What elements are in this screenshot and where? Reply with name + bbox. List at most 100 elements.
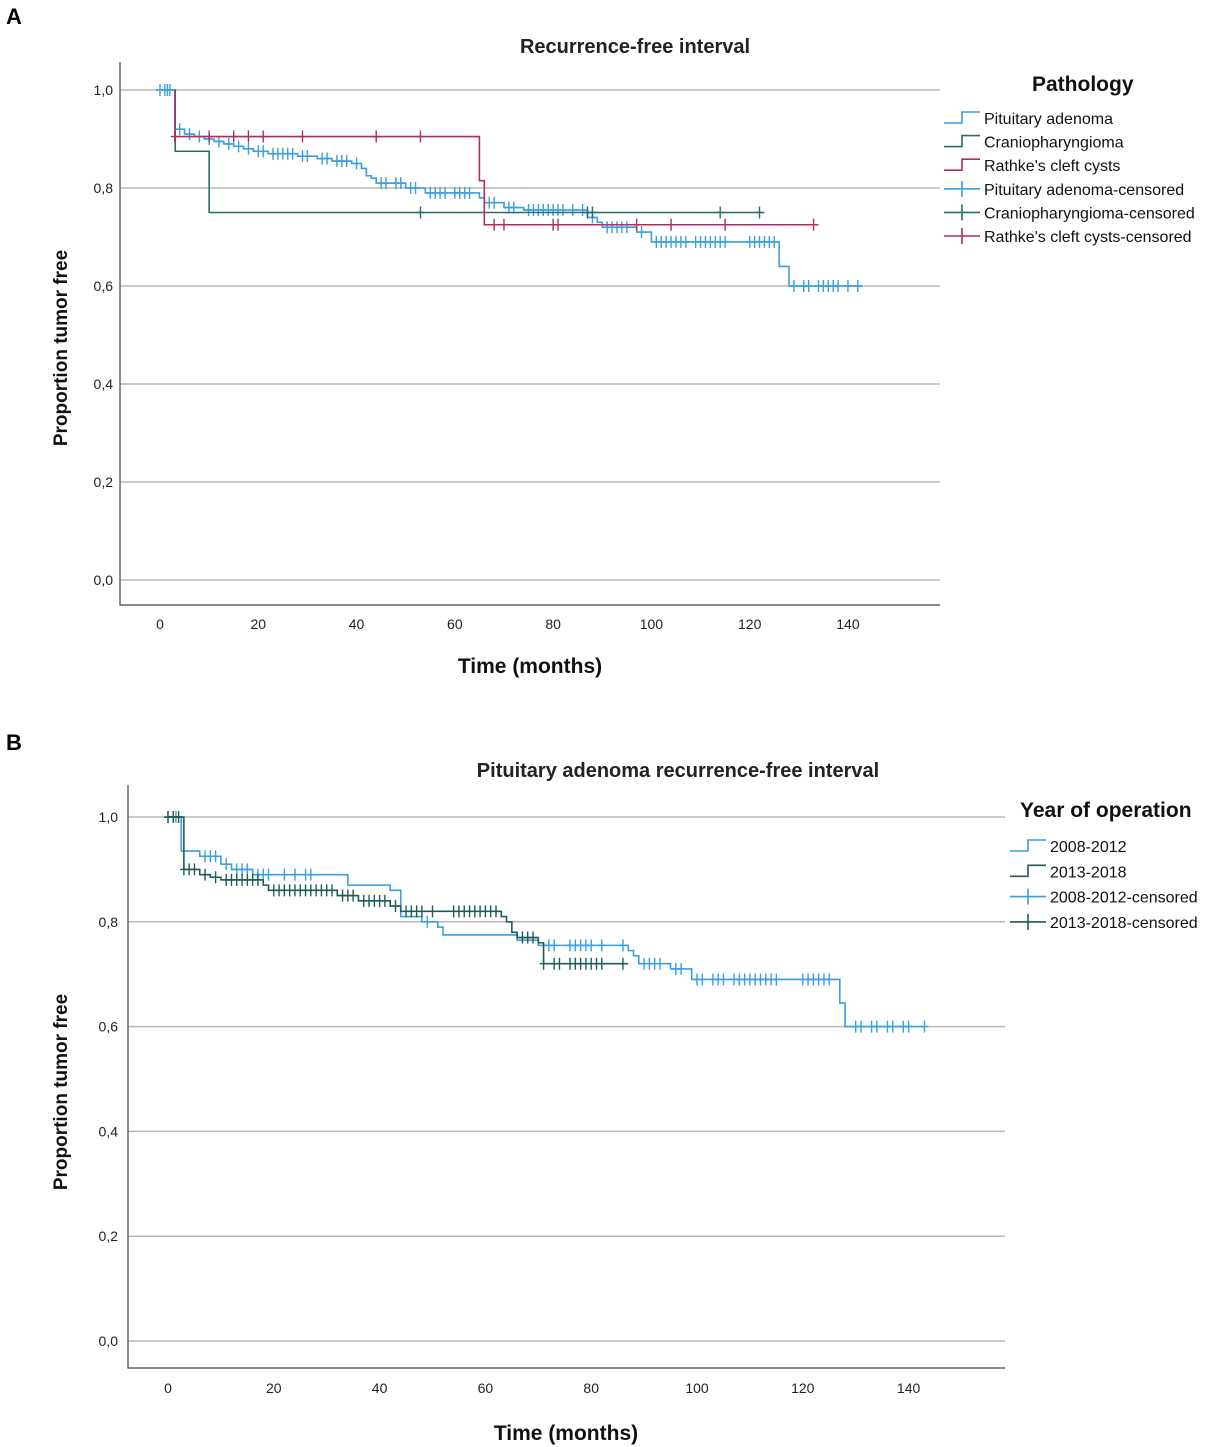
censor-mark <box>243 863 252 876</box>
censor-mark <box>205 130 214 143</box>
censor-mark <box>499 218 508 231</box>
censor-mark <box>825 973 834 986</box>
legend-label: 2008-2012 <box>1050 839 1127 856</box>
y-tick-label: 0,2 <box>94 474 114 490</box>
panel-b-x-label: Time (months) <box>494 1422 638 1445</box>
censor-mark <box>417 905 426 918</box>
censor-mark <box>578 204 587 217</box>
legend-censor-swatch <box>1010 913 1046 930</box>
legend-line-swatch <box>1010 864 1046 878</box>
censor-mark <box>632 218 641 231</box>
censor-mark <box>259 130 268 143</box>
censor-mark <box>834 280 843 292</box>
censor-mark <box>554 218 563 231</box>
x-tick-label: 0 <box>156 616 164 632</box>
x-tick-label: 20 <box>250 616 266 632</box>
censor-mark <box>306 868 315 881</box>
censor-mark <box>719 973 728 986</box>
censor-mark <box>856 1020 865 1033</box>
censor-mark <box>755 206 764 219</box>
censor-mark <box>721 218 730 231</box>
y-tick-label: 0,0 <box>99 1333 119 1349</box>
y-tick-label: 0,6 <box>94 278 114 294</box>
legend-label: Craniopharyngioma-censored <box>984 205 1195 222</box>
panel-b-title: Pituitary adenoma recurrence-free interv… <box>477 760 879 782</box>
censor-mark <box>298 130 307 143</box>
panel-a-legend-title: Pathology <box>1032 73 1134 96</box>
censor-mark <box>244 142 253 155</box>
censor-mark <box>372 130 381 143</box>
censor-mark <box>698 973 707 986</box>
x-tick-label: 100 <box>685 1380 709 1396</box>
censor-mark <box>888 1020 897 1033</box>
censor-mark <box>303 150 312 163</box>
censor-mark <box>772 973 781 986</box>
panel-b-gridlines <box>128 816 1005 1342</box>
y-tick-label: 0,0 <box>94 572 114 588</box>
x-tick-label: 80 <box>545 616 561 632</box>
panel-b-legend: 2008-2012 2013-2018 2008-2012-censored 2013… <box>1010 839 1198 932</box>
censor-mark <box>280 868 289 881</box>
x-tick-label: 60 <box>478 1380 494 1396</box>
panel-b-curves <box>164 811 929 1033</box>
censor-mark <box>490 218 499 231</box>
panel-a-curves <box>156 84 863 292</box>
x-tick-label: 120 <box>791 1380 815 1396</box>
legend-label: 2008-2012-censored <box>1050 890 1198 907</box>
censor-mark <box>441 186 450 199</box>
x-tick-label: 140 <box>836 616 860 632</box>
censor-mark <box>290 868 299 881</box>
censor-mark <box>587 939 596 952</box>
legend-label: Rathke's cleft cysts-censored <box>984 229 1192 246</box>
km-curve <box>174 89 819 226</box>
censor-mark <box>588 206 597 219</box>
censor-mark <box>568 204 577 217</box>
censor-mark <box>211 871 220 884</box>
censor-mark <box>396 177 405 190</box>
censor-mark <box>416 130 425 143</box>
censor-mark <box>229 130 238 143</box>
panel-b: B Pituitary adenoma recurrence-free inte… <box>6 730 1198 1445</box>
legend-censor-swatch <box>944 180 980 197</box>
legend-censor-swatch <box>944 204 980 221</box>
panel-a-x-label: Time (months) <box>458 655 602 678</box>
censor-mark <box>352 157 361 170</box>
y-tick-label: 0,4 <box>94 376 114 392</box>
panel-b-y-label: Proportion tumor free <box>51 994 72 1190</box>
panel-a-gridlines <box>120 89 940 581</box>
censor-mark <box>465 186 474 199</box>
panel-a-y-ticks: 0,0 0,2 0,4 0,6 0,8 1,0 <box>94 82 114 588</box>
censor-mark <box>558 204 567 217</box>
censor-mark <box>327 884 336 897</box>
censor-mark <box>804 280 813 292</box>
x-tick-label: 40 <box>372 1380 388 1396</box>
legend-censor-swatch <box>944 228 980 244</box>
censor-mark <box>323 152 332 165</box>
censor-mark <box>853 280 862 292</box>
x-tick-label: 20 <box>266 1380 282 1396</box>
censor-mark <box>597 957 606 970</box>
censor-mark <box>264 868 273 881</box>
panel-a: A Recurrence-free interval 0,0 0,2 0,4 0,6 0… <box>6 4 1195 678</box>
censor-mark <box>175 123 184 136</box>
panel-a-title: Recurrence-free interval <box>520 36 750 58</box>
censor-mark <box>342 155 351 168</box>
censor-mark <box>244 130 253 143</box>
censor-mark <box>222 858 231 871</box>
panel-a-axes <box>119 62 940 606</box>
censor-mark <box>224 137 233 150</box>
legend-line-swatch <box>944 111 980 124</box>
censor-mark <box>920 1020 929 1033</box>
y-tick-label: 1,0 <box>94 82 114 98</box>
censor-mark <box>597 939 606 952</box>
y-tick-label: 0,8 <box>99 914 119 930</box>
panel-a-legend: Pituitary adenoma Craniopharyngioma Rathke… <box>944 111 1195 246</box>
censor-mark <box>681 235 690 248</box>
legend-label: Rathke's cleft cysts <box>984 158 1120 175</box>
legend-label: 2013-2018-censored <box>1050 915 1198 932</box>
censor-mark <box>622 221 631 234</box>
censor-mark <box>667 218 676 231</box>
x-tick-label: 0 <box>164 1380 172 1396</box>
panel-a-label: A <box>6 4 22 29</box>
legend-label: Pituitary adenoma-censored <box>984 182 1184 199</box>
